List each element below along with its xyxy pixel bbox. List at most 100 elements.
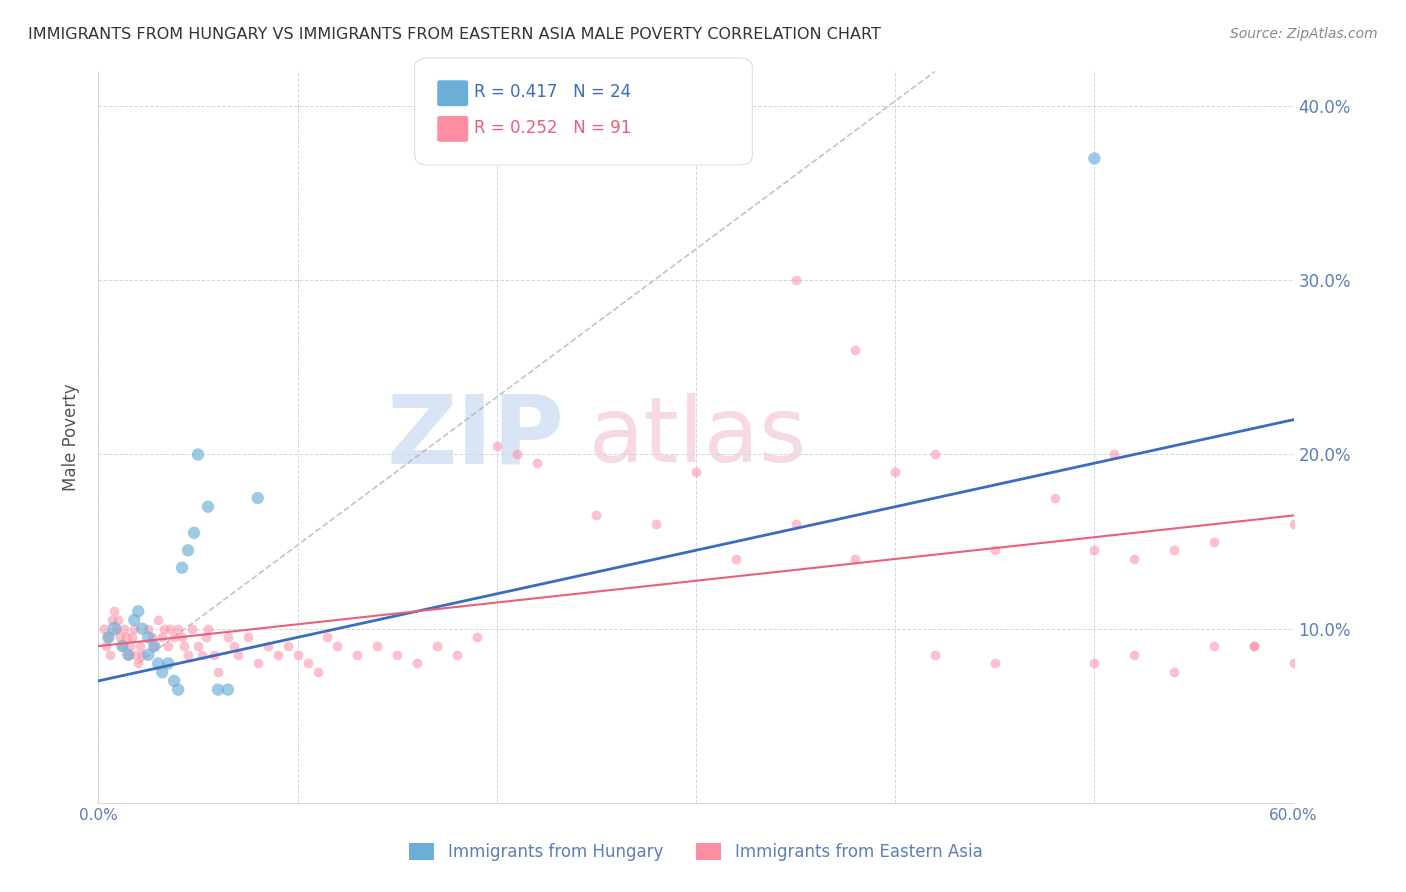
- Point: [1123, 648, 1146, 662]
- Y-axis label: Male Poverty: Male Poverty: [62, 384, 80, 491]
- Point: [131, 622, 153, 636]
- Point: [148, 613, 170, 627]
- Point: [111, 639, 134, 653]
- Point: [117, 648, 139, 662]
- Point: [1123, 552, 1146, 566]
- Point: [924, 648, 946, 662]
- Point: [645, 517, 668, 532]
- Point: [148, 657, 170, 671]
- Point: [207, 682, 229, 697]
- Point: [197, 622, 219, 636]
- Point: [125, 648, 148, 662]
- Point: [385, 648, 409, 662]
- Text: IMMIGRANTS FROM HUNGARY VS IMMIGRANTS FROM EASTERN ASIA MALE POVERTY CORRELATION: IMMIGRANTS FROM HUNGARY VS IMMIGRANTS FR…: [28, 27, 882, 42]
- Point: [1163, 543, 1185, 558]
- Point: [1163, 665, 1185, 680]
- Point: [585, 508, 607, 523]
- Point: [1202, 639, 1225, 653]
- Point: [197, 500, 219, 514]
- Point: [172, 560, 194, 574]
- Point: [1083, 543, 1105, 558]
- Point: [111, 639, 134, 653]
- Point: [127, 604, 149, 618]
- Point: [217, 631, 239, 645]
- Point: [984, 657, 1007, 671]
- Point: [167, 682, 190, 697]
- Text: R = 0.417   N = 24: R = 0.417 N = 24: [474, 83, 631, 101]
- Point: [187, 639, 209, 653]
- Point: [287, 648, 309, 662]
- Point: [191, 648, 214, 662]
- Point: [97, 631, 120, 645]
- Point: [181, 622, 204, 636]
- Text: ZIP: ZIP: [387, 391, 565, 483]
- Point: [112, 622, 135, 636]
- Point: [136, 631, 159, 645]
- Point: [93, 622, 115, 636]
- Point: [172, 631, 194, 645]
- Point: [256, 639, 278, 653]
- Point: [246, 491, 269, 505]
- Point: [107, 613, 129, 627]
- Point: [485, 117, 508, 131]
- Point: [173, 639, 195, 653]
- Text: Source: ZipAtlas.com: Source: ZipAtlas.com: [1230, 27, 1378, 41]
- Point: [326, 639, 349, 653]
- Point: [724, 552, 747, 566]
- Point: [141, 631, 163, 645]
- Point: [844, 343, 866, 357]
- Point: [150, 631, 173, 645]
- Point: [115, 631, 138, 645]
- Point: [446, 648, 468, 662]
- Point: [131, 648, 153, 662]
- Point: [101, 613, 124, 627]
- Point: [183, 525, 205, 540]
- Point: [177, 543, 200, 558]
- Point: [195, 631, 218, 645]
- Point: [267, 648, 290, 662]
- Point: [129, 639, 152, 653]
- Point: [1202, 534, 1225, 549]
- Point: [163, 631, 186, 645]
- Point: [1282, 517, 1305, 532]
- Point: [1043, 491, 1066, 505]
- Point: [984, 543, 1007, 558]
- Point: [159, 622, 181, 636]
- Point: [526, 456, 548, 470]
- Point: [277, 639, 299, 653]
- Point: [426, 639, 449, 653]
- Point: [884, 465, 907, 479]
- Text: R = 0.252   N = 91: R = 0.252 N = 91: [474, 119, 631, 136]
- Point: [307, 665, 329, 680]
- Point: [246, 657, 269, 671]
- Point: [124, 622, 146, 636]
- Point: [98, 648, 122, 662]
- Point: [1282, 657, 1305, 671]
- Point: [316, 631, 339, 645]
- Point: [202, 648, 225, 662]
- Point: [136, 648, 159, 662]
- Point: [110, 631, 132, 645]
- Point: [207, 665, 229, 680]
- Point: [1243, 639, 1265, 653]
- Point: [465, 631, 488, 645]
- Point: [96, 639, 118, 653]
- Point: [685, 465, 707, 479]
- Point: [297, 657, 319, 671]
- Point: [1243, 639, 1265, 653]
- Point: [217, 682, 239, 697]
- Point: [127, 657, 149, 671]
- Point: [506, 448, 529, 462]
- Point: [136, 622, 159, 636]
- Point: [226, 648, 249, 662]
- Point: [366, 639, 388, 653]
- Point: [105, 622, 128, 636]
- Point: [1083, 152, 1105, 166]
- Point: [177, 648, 200, 662]
- Text: atlas: atlas: [589, 393, 807, 481]
- Point: [222, 639, 245, 653]
- Point: [1083, 657, 1105, 671]
- Point: [167, 622, 190, 636]
- Point: [1104, 448, 1126, 462]
- Point: [103, 604, 125, 618]
